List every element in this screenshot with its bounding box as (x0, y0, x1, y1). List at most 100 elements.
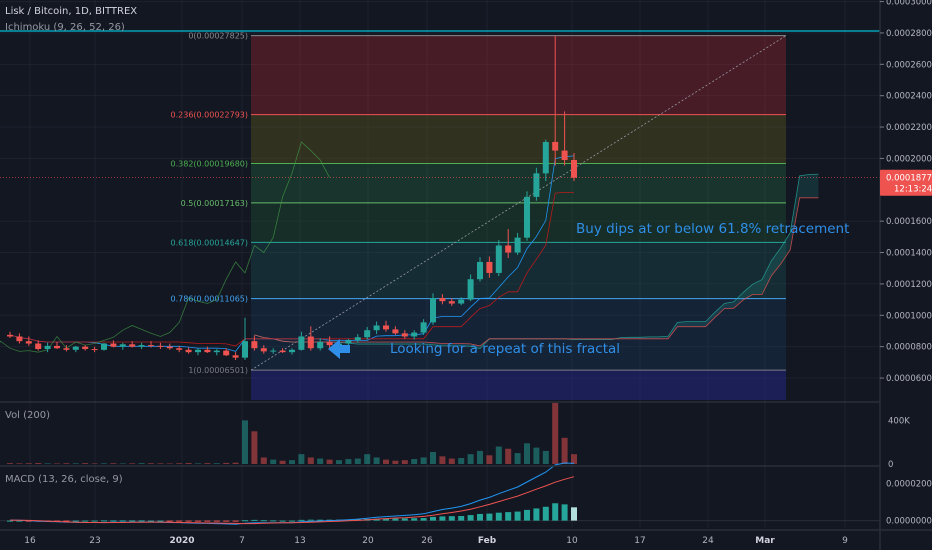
macd-hist-bar-53 (505, 512, 512, 521)
candle-body-24 (232, 355, 239, 358)
candle-body-13 (129, 344, 136, 347)
macd-hist-bar-48 (458, 516, 465, 521)
fib-level-label-4: 0.618(0.00014647) (171, 238, 249, 247)
candle-body-7 (72, 346, 79, 350)
fib-zone-2 (251, 163, 786, 203)
candle-body-25 (242, 341, 248, 358)
macd-hist-bar-41 (392, 518, 399, 521)
volume-bar-19 (185, 463, 192, 464)
fib-level-label-1: 0.236(0.00022793) (171, 111, 249, 120)
volume-bar-36 (345, 459, 352, 464)
candle-body-57 (542, 141, 549, 174)
candle-body-0 (7, 334, 13, 337)
candle-body-30 (289, 349, 295, 353)
candle-body-2 (25, 341, 32, 344)
volume-bar-22 (213, 463, 220, 464)
time-axis-label-0: 16 (24, 536, 36, 546)
fib-level-label-2: 0.382(0.00019680) (171, 159, 249, 168)
candle-body-14 (138, 345, 145, 347)
volume-bars (7, 402, 577, 464)
candle-body-15 (148, 345, 154, 347)
volume-bar-10 (101, 463, 107, 464)
macd-hist-bar-0 (7, 520, 13, 522)
macd-hist-bar-9 (91, 520, 98, 522)
volume-bar-52 (495, 446, 502, 464)
volume-bar-20 (195, 463, 201, 464)
macd-legend[interactable]: MACD (13, 26, close, 9) (5, 474, 123, 485)
volume-bar-29 (279, 460, 286, 464)
macd-indicator (0, 462, 880, 525)
ichimoku-legend[interactable]: Ichimoku (9, 26, 52, 26) (5, 22, 125, 33)
macd-hist-bar-59 (561, 504, 568, 521)
volume-bar-33 (317, 458, 324, 464)
candle-body-53 (505, 245, 512, 253)
volume-bar-28 (270, 459, 277, 464)
candle-body-9 (91, 349, 98, 351)
candle-body-51 (486, 261, 493, 273)
volume-bar-11 (110, 463, 117, 464)
symbol-title[interactable]: Lisk / Bitcoin, 1D, BITTREX (5, 6, 138, 17)
candle-body-26 (251, 341, 258, 349)
macd-hist-bar-13 (129, 520, 136, 522)
candle-body-34 (326, 341, 333, 346)
candlestick-series (0, 35, 880, 360)
volume-legend[interactable]: Vol (200) (5, 410, 51, 421)
candle-body-41 (392, 329, 399, 334)
annotations[interactable]: Buy dips at or below 61.8% retracement Lo… (328, 221, 849, 359)
macd-hist-bar-50 (477, 513, 483, 521)
volume-bar-41 (392, 460, 399, 464)
candle-body-28 (270, 350, 277, 352)
fib-level-label-3: 0.5(0.00017163) (181, 199, 248, 208)
candle-body-6 (63, 348, 70, 350)
volume-bar-16 (157, 463, 164, 464)
volume-bar-44 (420, 457, 427, 464)
volume-bar-32 (307, 457, 314, 464)
candle-body-47 (448, 301, 455, 304)
candle-body-33 (317, 341, 324, 349)
macd-hist-bar-44 (420, 518, 427, 521)
candle-body-45 (430, 298, 436, 323)
macd-hist-bar-7 (72, 520, 79, 522)
volume-bar-46 (439, 456, 446, 464)
bar-countdown-label: 12:13:24 (894, 185, 932, 195)
macd-hist-bar-31 (298, 519, 305, 521)
macd-hist-bar-11 (110, 520, 117, 522)
volume-bar-57 (542, 450, 549, 464)
candle-body-17 (166, 346, 173, 349)
time-axis-label-8: 10 (566, 536, 578, 546)
candle-body-10 (101, 343, 107, 350)
candle-body-40 (383, 325, 389, 330)
macd-hist-bar-30 (289, 520, 295, 522)
macd-hist-bar-12 (119, 520, 126, 522)
candle-body-60 (571, 160, 577, 178)
candle-body-59 (561, 150, 568, 160)
time-axis-label-5: 20 (362, 536, 374, 546)
macd-hist-bar-17 (166, 520, 173, 522)
volume-bar-9 (91, 463, 98, 464)
macd-hist-bar-33 (317, 519, 324, 521)
candle-body-46 (439, 298, 446, 302)
volume-bar-2 (25, 463, 32, 464)
macd-hist-bar-51 (486, 513, 493, 521)
macd-hist-bar-10 (101, 520, 107, 522)
volume-bar-0 (7, 463, 13, 464)
fibonacci-retracement[interactable]: 0(0.00027825) 0.236(0.00022793) 0.382(0.00… (171, 32, 787, 400)
macd-hist-bar-42 (401, 518, 408, 521)
time-axis-label-10: 24 (702, 536, 714, 546)
volume-bar-42 (401, 460, 408, 464)
volume-bar-26 (251, 431, 258, 464)
volume-bar-1 (16, 463, 23, 464)
volume-bar-6 (63, 463, 70, 464)
macd-hist-bar-47 (448, 516, 455, 521)
candle-body-1 (16, 336, 23, 342)
time-axis-label-7: Feb (478, 536, 497, 546)
candle-body-27 (260, 348, 267, 352)
